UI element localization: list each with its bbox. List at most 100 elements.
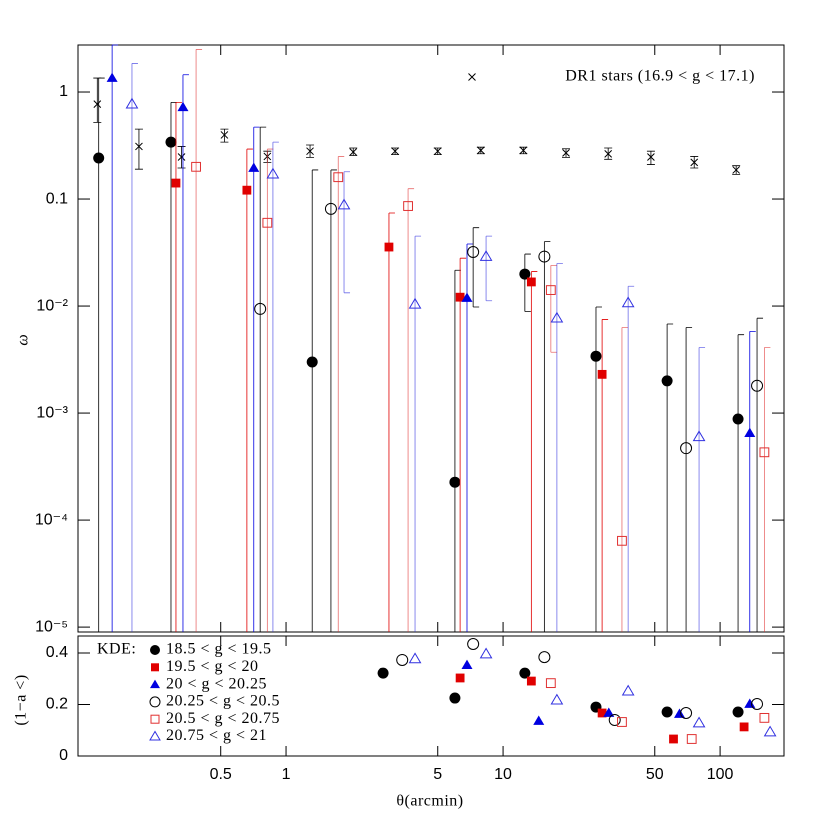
x-tick-label: 1: [282, 766, 291, 783]
marker: [661, 706, 673, 718]
bottom-frame: [77, 635, 785, 757]
marker: [545, 285, 556, 295]
marker: [262, 217, 273, 228]
legend-label: 18.5 < g < 19.5: [166, 641, 272, 658]
error-bar: [175, 101, 182, 632]
marker: [617, 535, 627, 546]
marker: [526, 277, 536, 287]
error-bar: [621, 327, 628, 632]
marker: [590, 350, 602, 362]
marker: [744, 698, 756, 708]
marker: [449, 476, 461, 488]
marker: [617, 717, 627, 727]
marker: [266, 167, 280, 179]
marker: [608, 713, 621, 726]
error-bar: [698, 347, 706, 632]
error-bar: [182, 74, 189, 632]
marker: [433, 147, 442, 156]
legend-label: 20.25 < g < 20.5: [166, 693, 280, 710]
error-bar: [246, 148, 253, 632]
marker: [673, 708, 685, 718]
error-bar: [601, 319, 609, 632]
top-frame: [77, 44, 785, 633]
marker: [242, 185, 252, 195]
marker: [191, 161, 201, 172]
legend-marker: [468, 73, 476, 81]
legend-marker: [149, 730, 161, 741]
legend-marker: [150, 714, 160, 724]
x-tick-label: 100: [707, 766, 734, 783]
error-bar: [530, 271, 538, 632]
marker: [333, 172, 344, 183]
marker: [306, 147, 314, 156]
marker: [408, 297, 422, 309]
error-bar: [737, 334, 745, 632]
marker: [93, 152, 105, 164]
x-tick-label: 10: [494, 766, 512, 783]
marker: [377, 667, 389, 679]
error-bar: [111, 44, 119, 632]
marker: [396, 653, 409, 666]
legend-marker: [149, 696, 161, 708]
marker: [461, 292, 473, 302]
marker: [597, 369, 607, 379]
y-tick-label: 0.1: [46, 190, 68, 207]
legend-label: 19.5 < g < 20: [166, 658, 259, 675]
marker: [732, 706, 744, 718]
y-tick-label: 0.2: [46, 696, 68, 713]
marker: [177, 101, 189, 112]
y-axis-label: ω: [15, 334, 32, 345]
marker: [467, 637, 480, 650]
marker: [306, 356, 318, 368]
error-bar: [646, 150, 655, 165]
marker: [550, 311, 564, 323]
error-bar: [330, 169, 337, 632]
marker: [403, 201, 413, 211]
y-tick-label: 0.4: [46, 644, 68, 661]
error-bar: [266, 148, 274, 632]
marker: [461, 659, 473, 669]
error-bar: [272, 141, 279, 632]
legend-label: 20.5 < g < 20.75: [166, 710, 280, 727]
error-bar: [388, 212, 395, 632]
error-bar: [414, 235, 422, 632]
x-axis-label: θ(arcmin): [396, 793, 463, 810]
marker: [324, 202, 337, 215]
marker: [690, 158, 699, 167]
marker: [545, 678, 556, 689]
marker: [732, 166, 741, 174]
marker: [744, 427, 756, 437]
marker: [759, 447, 770, 458]
legend-label: 20 < g < 20.25: [166, 675, 267, 692]
marker: [476, 146, 485, 155]
marker: [759, 712, 770, 723]
marker: [106, 72, 118, 82]
marker: [621, 296, 635, 308]
marker: [692, 430, 706, 442]
error-bar: [543, 241, 551, 632]
error-bar: [485, 235, 493, 302]
marker: [562, 149, 570, 157]
marker: [661, 375, 673, 387]
error-bar: [685, 327, 693, 632]
marker: [538, 250, 551, 263]
error-bar: [466, 243, 473, 632]
marker: [680, 706, 693, 719]
error-bar: [134, 128, 143, 170]
marker: [171, 178, 181, 188]
error-bar: [343, 171, 351, 294]
x-tick-label: 50: [646, 766, 664, 783]
marker: [391, 147, 399, 156]
marker: [337, 198, 351, 210]
legend-label: 20.75 < g < 21: [166, 727, 267, 744]
marker: [519, 268, 531, 280]
marker: [467, 245, 480, 258]
marker: [533, 715, 545, 725]
marker: [408, 652, 422, 664]
error-bar: [756, 317, 764, 632]
y-tick-label: 0: [59, 747, 68, 764]
marker: [93, 100, 102, 109]
error-bar: [259, 126, 267, 632]
marker: [220, 131, 229, 139]
